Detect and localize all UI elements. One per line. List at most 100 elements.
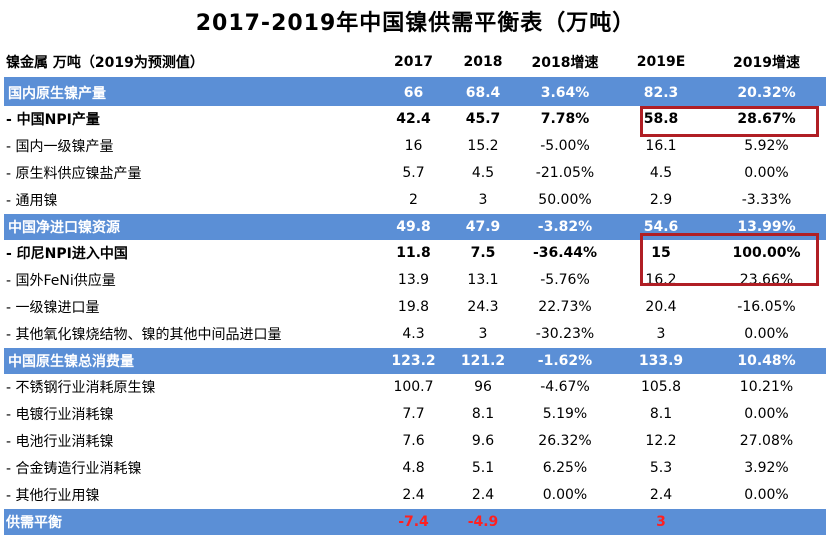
cell-2018-growth: 50.00% [515,186,615,214]
cell-2019e: 4.5 [615,159,707,187]
cell-2017: 16 [376,132,451,160]
header-2017: 2017 [376,47,451,80]
cell-2019-growth: 100.00% [707,240,826,267]
cell-2018-growth: -5.00% [515,132,615,160]
table-row: 中国原生镍总消费量 123.2 121.2 -1.62% 133.9 10.48% [4,347,826,374]
cell-2019e: 5.3 [615,454,707,482]
row-label: - 合金铸造行业消耗镍 [4,454,376,482]
cell-2017: 49.8 [376,213,451,240]
table-row: - 合金铸造行业消耗镍 4.8 5.1 6.25% 5.3 3.92% [4,454,826,482]
cell-2019e: 58.8 [615,106,707,133]
cell-2019-growth: 10.21% [707,374,826,401]
row-label: - 电镀行业消耗镍 [4,400,376,428]
cell-2018-growth: 0.00% [515,481,615,509]
header-2018-growth: 2018增速 [515,47,615,80]
cell-2018: 68.4 [451,78,515,106]
row-label: 国内原生镍产量 [4,78,376,106]
table-row: - 其他氧化镍烧结物、镍的其他中间品进口量 4.3 3 -30.23% 3 0.00% [4,320,826,348]
cell-2018: 47.9 [451,213,515,240]
cell-2018: 24.3 [451,293,515,321]
cell-2017: 4.8 [376,454,451,482]
row-label: - 印尼NPI进入中国 [4,240,376,267]
cell-2019e: 54.6 [615,213,707,240]
row-label: - 国外FeNi供应量 [4,266,376,294]
cell-2019-growth: 27.08% [707,427,826,455]
cell-2018-growth: 26.32% [515,427,615,455]
cell-2018-growth [515,508,615,535]
cell-2019e: 2.4 [615,481,707,509]
cell-2018: 5.1 [451,454,515,482]
row-label: - 中国NPI产量 [4,106,376,133]
cell-2019-growth: 5.92% [707,132,826,160]
row-label: - 电池行业消耗镍 [4,427,376,455]
cell-2017: -7.4 [376,508,451,535]
table-row: - 国内一级镍产量 16 15.2 -5.00% 16.1 5.92% [4,132,826,160]
cell-2019e: 105.8 [615,374,707,401]
row-label: - 通用镍 [4,186,376,214]
cell-2019-growth: 0.00% [707,481,826,509]
cell-2019e: 8.1 [615,400,707,428]
cell-2017: 11.8 [376,240,451,267]
table-row: 国内原生镍产量 66 68.4 3.64% 82.3 20.32% [4,78,826,106]
cell-2018-growth: -4.67% [515,374,615,401]
cell-2018: 15.2 [451,132,515,160]
cell-2017: 66 [376,78,451,106]
cell-2018: 3 [451,320,515,348]
cell-2019e: 12.2 [615,427,707,455]
cell-2018-growth: 6.25% [515,454,615,482]
cell-2017: 42.4 [376,106,451,133]
table-row: - 印尼NPI进入中国 11.8 7.5 -36.44% 15 100.00% [4,240,826,267]
cell-2018-growth: -21.05% [515,159,615,187]
cell-2017: 2.4 [376,481,451,509]
table-title: 2017-2019年中国镍供需平衡表（万吨） [195,11,636,36]
table-row: - 电镀行业消耗镍 7.7 8.1 5.19% 8.1 0.00% [4,400,826,428]
cell-2018-growth: -3.82% [515,213,615,240]
cell-2018-growth: -1.62% [515,347,615,374]
cell-2019e: 16.2 [615,266,707,294]
table-row: - 电池行业消耗镍 7.6 9.6 26.32% 12.2 27.08% [4,427,826,455]
cell-2019e: 3 [615,508,707,535]
header-2019e: 2019E [615,47,707,80]
cell-2019e: 2.9 [615,186,707,214]
cell-2017: 7.6 [376,427,451,455]
table-row: - 不锈钢行业消耗原生镍 100.7 96 -4.67% 105.8 10.21% [4,374,826,401]
table-row: - 中国NPI产量 42.4 45.7 7.78% 58.8 28.67% [4,106,826,133]
header-label: 镍金属 万吨（2019为预测值） [4,47,376,80]
cell-2018-growth: -5.76% [515,266,615,294]
row-label: - 其他氧化镍烧结物、镍的其他中间品进口量 [4,320,376,348]
cell-2018-growth: 22.73% [515,293,615,321]
table-row: 供需平衡 -7.4 -4.9 3 [4,508,826,535]
cell-2017: 4.3 [376,320,451,348]
cell-2019e: 16.1 [615,132,707,160]
cell-2018-growth: -30.23% [515,320,615,348]
cell-2018: -4.9 [451,508,515,535]
cell-2017: 123.2 [376,347,451,374]
cell-2018: 9.6 [451,427,515,455]
cell-2019-growth: -16.05% [707,293,826,321]
row-label: - 其他行业用镍 [4,481,376,509]
cell-2019e: 3 [615,320,707,348]
cell-2019-growth: 3.92% [707,454,826,482]
cell-2017: 5.7 [376,159,451,187]
cell-2019-growth: 28.67% [707,106,826,133]
cell-2018: 45.7 [451,106,515,133]
cell-2019-growth: 13.99% [707,213,826,240]
cell-2019e: 15 [615,240,707,267]
cell-2017: 19.8 [376,293,451,321]
cell-2019e: 20.4 [615,293,707,321]
cell-2018: 4.5 [451,159,515,187]
table-row: - 通用镍 2 3 50.00% 2.9 -3.33% [4,186,826,214]
cell-2018: 121.2 [451,347,515,374]
cell-2018-growth: -36.44% [515,240,615,267]
cell-2018: 2.4 [451,481,515,509]
cell-2019-growth: 0.00% [707,400,826,428]
table-row: - 国外FeNi供应量 13.9 13.1 -5.76% 16.2 23.66% [4,266,826,294]
row-label: 中国原生镍总消费量 [4,347,376,374]
table-row: - 一级镍进口量 19.8 24.3 22.73% 20.4 -16.05% [4,293,826,321]
cell-2017: 13.9 [376,266,451,294]
cell-2018-growth: 5.19% [515,400,615,428]
row-label: 中国净进口镍资源 [4,213,376,240]
nickel-balance-table: 镍金属 万吨（2019为预测值） 2017 2018 2018增速 2019E … [4,47,826,535]
cell-2019-growth: 23.66% [707,266,826,294]
cell-2017: 7.7 [376,400,451,428]
